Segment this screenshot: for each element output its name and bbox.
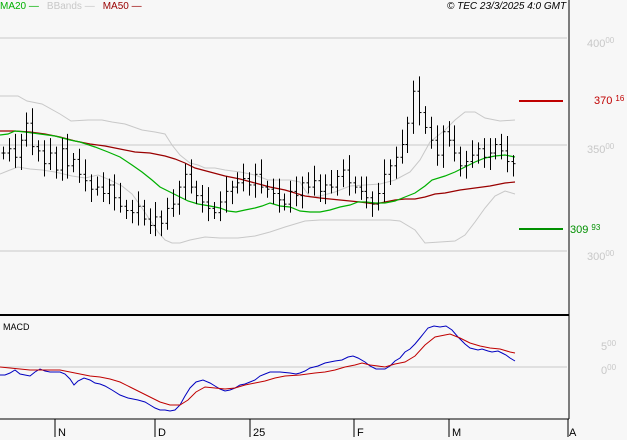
ohlc-bars bbox=[1, 76, 516, 237]
ma50-line bbox=[0, 130, 516, 205]
macd-panel-title: MACD bbox=[3, 322, 30, 332]
macd-y-label-0: 000 bbox=[601, 363, 617, 377]
x-ticks bbox=[54, 419, 569, 437]
x-label-feb: F bbox=[357, 427, 364, 439]
x-label-nov: N bbox=[58, 427, 66, 439]
y-label-300: 30000 bbox=[587, 249, 615, 263]
x-label-2025: 25 bbox=[253, 427, 266, 439]
ma20-line bbox=[0, 130, 516, 213]
y-label-400: 40000 bbox=[587, 36, 615, 50]
x-label-dec: D bbox=[158, 427, 166, 439]
resistance-level-label: 370 16 bbox=[594, 94, 625, 107]
x-label-mar: M bbox=[452, 427, 462, 439]
legend-bbands: BBands — bbox=[46, 1, 95, 12]
chart-legend: MA20 — BBands — MA50 — bbox=[0, 1, 142, 12]
x-label-apr: A bbox=[569, 427, 577, 439]
legend-ma50: MA50 — bbox=[102, 1, 142, 12]
macd-signal-line bbox=[0, 333, 516, 406]
legend-ma20: MA20 — bbox=[0, 1, 39, 12]
macd-line bbox=[0, 325, 516, 412]
y-label-350: 35000 bbox=[587, 142, 615, 156]
macd-y-label-5: 500 bbox=[601, 339, 617, 353]
copyright-text: © TEC 23/3/2025 4:0 GMT bbox=[447, 1, 567, 12]
support-level-label: 309 93 bbox=[570, 223, 601, 236]
